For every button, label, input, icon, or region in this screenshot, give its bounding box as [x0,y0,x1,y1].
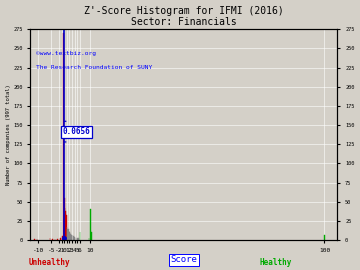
Bar [77,238,78,240]
Bar [67,228,68,240]
Y-axis label: Number of companies (997 total): Number of companies (997 total) [5,84,10,185]
Text: Unhealthy: Unhealthy [29,258,71,267]
Bar [69,232,70,240]
Bar [70,233,71,240]
Bar [34,239,35,240]
Bar [66,215,67,240]
Title: Z'-Score Histogram for IFMI (2016)
Sector: Financials: Z'-Score Histogram for IFMI (2016) Secto… [84,6,284,27]
Bar [90,209,91,240]
Bar [65,211,66,240]
Bar [62,236,63,240]
X-axis label: Score: Score [170,255,197,264]
Bar [73,236,74,240]
Bar [57,239,58,240]
Bar [68,231,69,240]
Text: ©www.textbiz.org: ©www.textbiz.org [36,50,96,56]
Bar [36,239,37,240]
Bar [91,232,92,240]
Text: Healthy: Healthy [259,258,292,267]
Bar [324,235,325,240]
Bar [63,33,64,240]
Text: 0.0656: 0.0656 [63,127,90,137]
Bar [71,235,72,240]
Bar [52,239,53,240]
Bar [78,238,79,240]
Text: The Research Foundation of SUNY: The Research Foundation of SUNY [36,65,153,70]
Bar [64,198,65,240]
